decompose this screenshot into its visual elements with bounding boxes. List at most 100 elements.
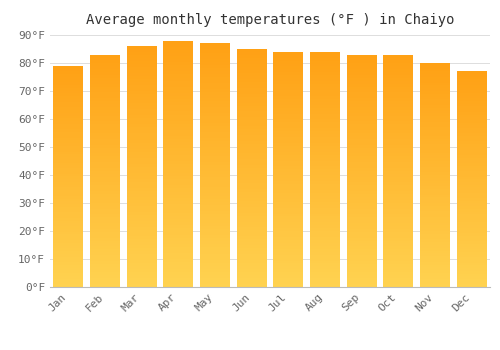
Bar: [200, 138, 230, 141]
Bar: [274, 190, 304, 193]
Bar: [384, 255, 414, 258]
Bar: [164, 247, 194, 250]
Bar: [54, 284, 84, 287]
Bar: [200, 244, 230, 247]
Bar: [200, 275, 230, 278]
Bar: [126, 125, 156, 127]
Bar: [164, 186, 194, 188]
Bar: [456, 160, 486, 163]
Bar: [236, 186, 266, 189]
Bar: [456, 125, 486, 128]
Bar: [456, 244, 486, 246]
Bar: [274, 178, 304, 181]
Bar: [456, 88, 486, 90]
Bar: [54, 196, 84, 198]
Bar: [420, 69, 450, 71]
Bar: [200, 120, 230, 122]
Bar: [54, 124, 84, 127]
Bar: [164, 96, 194, 99]
Bar: [164, 265, 194, 268]
Bar: [274, 81, 304, 84]
Bar: [200, 217, 230, 220]
Bar: [164, 108, 194, 111]
Bar: [90, 95, 120, 98]
Bar: [456, 155, 486, 158]
Bar: [200, 241, 230, 244]
Bar: [54, 215, 84, 218]
Bar: [456, 211, 486, 214]
Bar: [90, 252, 120, 255]
Bar: [54, 69, 84, 71]
Bar: [384, 145, 414, 148]
Bar: [274, 78, 304, 81]
Bar: [164, 62, 194, 65]
Bar: [54, 80, 84, 82]
Bar: [164, 41, 194, 44]
Bar: [54, 243, 84, 246]
Bar: [164, 225, 194, 229]
Bar: [90, 226, 120, 229]
Bar: [346, 121, 376, 124]
Bar: [420, 239, 450, 242]
Bar: [274, 208, 304, 211]
Bar: [200, 251, 230, 253]
Bar: [346, 188, 376, 191]
Bar: [236, 165, 266, 168]
Bar: [90, 270, 120, 272]
Bar: [126, 152, 156, 155]
Bar: [164, 133, 194, 136]
Bar: [126, 281, 156, 284]
Bar: [346, 264, 376, 267]
Bar: [346, 113, 376, 116]
Bar: [384, 226, 414, 229]
Bar: [126, 284, 156, 287]
Bar: [164, 207, 194, 210]
Bar: [200, 177, 230, 180]
Bar: [126, 46, 156, 49]
Bar: [54, 132, 84, 135]
Bar: [310, 102, 340, 105]
Bar: [384, 113, 414, 116]
Bar: [456, 249, 486, 252]
Bar: [54, 116, 84, 118]
Bar: [200, 156, 230, 159]
Bar: [200, 284, 230, 287]
Bar: [420, 136, 450, 139]
Bar: [200, 62, 230, 65]
Bar: [456, 271, 486, 274]
Bar: [456, 274, 486, 276]
Bar: [274, 216, 304, 219]
Bar: [456, 220, 486, 222]
Bar: [274, 187, 304, 190]
Bar: [126, 272, 156, 275]
Bar: [384, 235, 414, 238]
Bar: [456, 225, 486, 228]
Bar: [90, 194, 120, 197]
Bar: [456, 106, 486, 109]
Bar: [456, 131, 486, 133]
Bar: [54, 234, 84, 237]
Bar: [200, 226, 230, 229]
Bar: [164, 68, 194, 71]
Bar: [90, 98, 120, 101]
Bar: [164, 80, 194, 84]
Bar: [384, 214, 414, 217]
Bar: [420, 245, 450, 248]
Bar: [164, 124, 194, 127]
Bar: [346, 246, 376, 249]
Bar: [420, 262, 450, 265]
Bar: [54, 66, 84, 69]
Bar: [310, 219, 340, 222]
Bar: [164, 65, 194, 68]
Bar: [90, 168, 120, 171]
Bar: [54, 185, 84, 188]
Bar: [384, 229, 414, 232]
Bar: [420, 186, 450, 189]
Bar: [200, 153, 230, 156]
Bar: [126, 103, 156, 106]
Bar: [420, 125, 450, 127]
Bar: [456, 149, 486, 152]
Bar: [346, 153, 376, 156]
Bar: [164, 50, 194, 53]
Bar: [90, 249, 120, 252]
